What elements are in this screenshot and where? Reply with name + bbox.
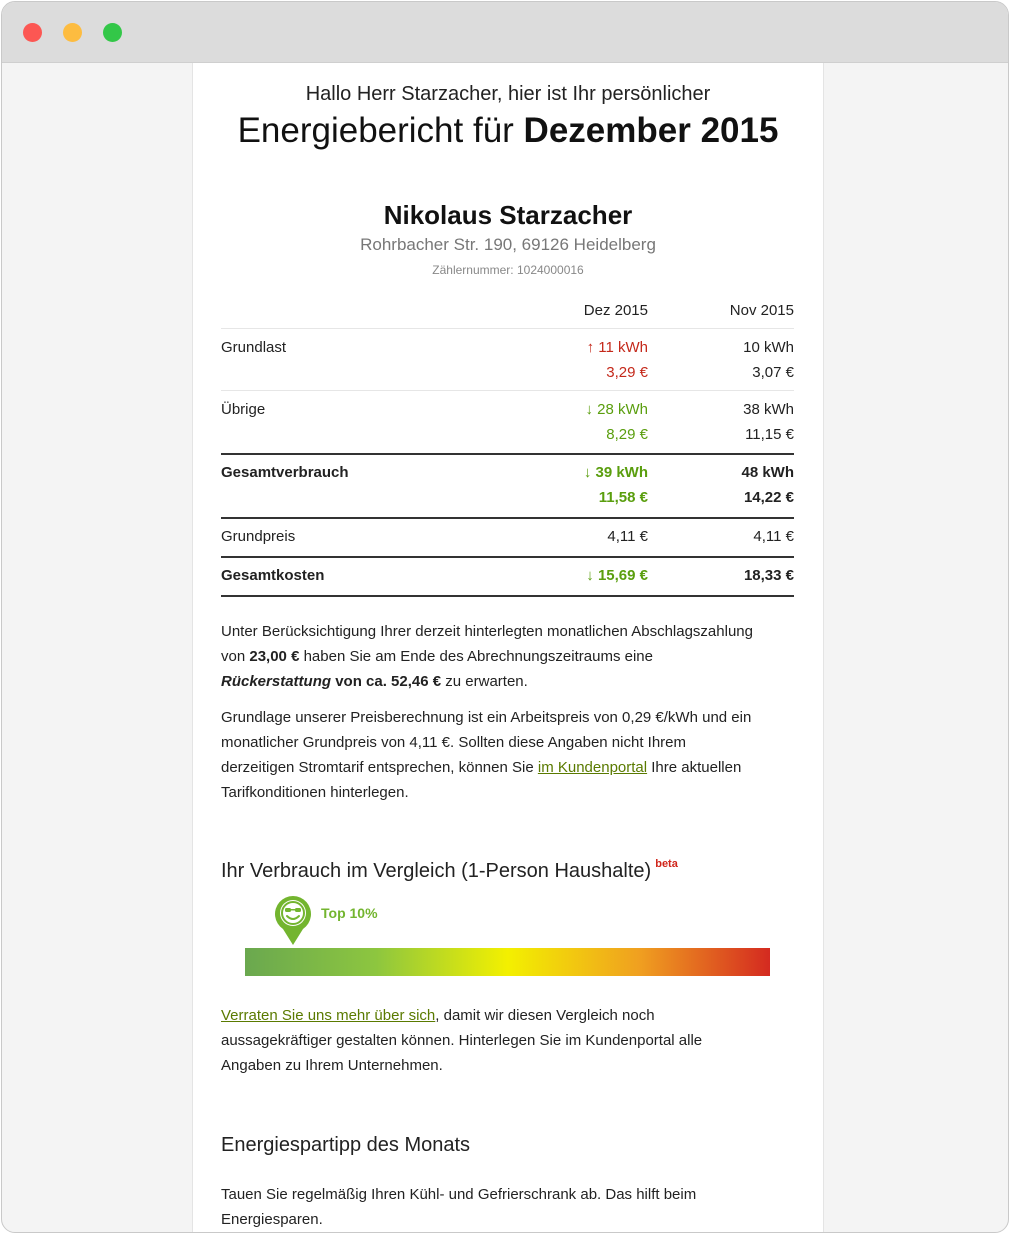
payment-amount: 23,00 € xyxy=(249,648,300,665)
close-window-button[interactable] xyxy=(23,23,42,42)
comparison-scale-bar xyxy=(245,948,770,976)
column-header-previous: Nov 2015 xyxy=(729,302,794,319)
maximize-window-button[interactable] xyxy=(103,23,122,42)
row-label: Grundlast xyxy=(221,339,287,356)
current-kwh: ↓ 28 kWh xyxy=(585,401,648,418)
tip-paragraph: Tauen Sie regelmäßig Ihren Kühl- und Gef… xyxy=(221,1182,794,1232)
email-content: Hallo Herr Starzacher, hier ist Ihr pers… xyxy=(192,63,824,1232)
refund-term: Rückerstattung xyxy=(221,673,332,690)
tip-line-2: Energiesparen. xyxy=(221,1211,323,1228)
row-label: Grundpreis xyxy=(221,528,296,545)
pricing-line-3-post: Ihre aktuellen xyxy=(647,759,742,776)
refund-line-2-pre: von xyxy=(221,648,250,665)
row-label: Übrige xyxy=(221,401,266,418)
consumption-table: Dez 2015 Nov 2015 Grundlast ↑ 11 kWh 3,2… xyxy=(221,295,794,597)
current-eur: 8,29 € xyxy=(606,426,648,443)
pricing-line-2: monatlicher Grundpreis von 4,11 €. Sollt… xyxy=(221,734,686,751)
customer-name: Nikolaus Starzacher xyxy=(383,200,633,230)
pricing-line-3-pre: derzeitigen Stromtarif entsprechen, könn… xyxy=(221,759,538,776)
current-kwh: ↑ 11 kWh xyxy=(586,339,648,356)
column-header-current: Dez 2015 xyxy=(583,302,648,319)
tip-heading: Energiespartipp des Monats xyxy=(221,1134,471,1156)
row-label: Gesamtverbrauch xyxy=(221,464,349,481)
pricing-line-3: derzeitigen Stromtarif entsprechen, könn… xyxy=(221,755,794,780)
refund-amount: von ca. 52,46 € xyxy=(331,673,442,690)
comparison-heading: Ihr Verbrauch im Vergleich (1-Person Hau… xyxy=(221,858,794,883)
refund-line-1: Unter Berücksichtigung Ihrer derzeit hin… xyxy=(221,623,753,640)
previous-kwh: 38 kWh xyxy=(743,401,794,418)
comparison-line-3: Angaben zu Ihrem Unternehmen. xyxy=(221,1057,443,1074)
refund-line-2-post: haben Sie am Ende des Abrechnungszeitrau… xyxy=(299,648,653,665)
refund-paragraph: Unter Berücksichtigung Ihrer derzeit hin… xyxy=(221,619,794,694)
current-eur: 3,29 € xyxy=(606,364,648,381)
window-titlebar xyxy=(2,2,1008,63)
tell-us-more-link[interactable]: Verraten Sie uns mehr über sich xyxy=(221,1007,436,1024)
comparison-heading-text: Ihr Verbrauch im Vergleich (1-Person Hau… xyxy=(221,860,652,882)
previous-eur: 3,07 € xyxy=(752,364,794,381)
comparison-line-1-post: , damit wir diesen Vergleich noch xyxy=(435,1007,655,1024)
current-value: ↓ 15,69 € xyxy=(586,567,648,584)
table-row-uebrige: Übrige ↓ 28 kWh 8,29 € 38 kWh 11,15 € xyxy=(221,390,794,453)
previous-value: 4,11 € xyxy=(753,528,794,545)
previous-kwh: 48 kWh xyxy=(741,464,794,481)
pricing-line-1: Grundlage unserer Preisberechnung ist ei… xyxy=(221,709,752,726)
minimize-window-button[interactable] xyxy=(63,23,82,42)
meter-number: Zählernummer: 1024000016 xyxy=(432,263,584,277)
table-row-grundlast: Grundlast ↑ 11 kWh 3,29 € 10 kWh 3,07 € xyxy=(221,328,794,390)
table-row-gesamtkosten: Gesamtkosten ↓ 15,69 € 18,33 € xyxy=(221,556,794,597)
comparison-paragraph: Verraten Sie uns mehr über sich, damit w… xyxy=(221,1003,794,1078)
report-title-period: Dezember 2015 xyxy=(523,111,779,150)
refund-line-3: Rückerstattung von ca. 52,46 € zu erwart… xyxy=(221,669,794,694)
current-value: 4,11 € xyxy=(607,528,648,545)
current-kwh: ↓ 39 kWh xyxy=(583,464,648,481)
pricing-paragraph: Grundlage unserer Preisberechnung ist ei… xyxy=(221,705,794,805)
table-row-grundpreis: Grundpreis 4,11 € 4,11 € xyxy=(221,517,794,556)
report-title: Energiebericht für Dezember 2015 xyxy=(193,111,823,151)
report-title-prefix: Energiebericht für xyxy=(237,111,524,150)
customer-address: Rohrbacher Str. 190, 69126 Heidelberg xyxy=(360,235,656,254)
pricing-line-4: Tarifkonditionen hinterlegen. xyxy=(221,784,409,801)
customer-portal-link[interactable]: im Kundenportal xyxy=(537,759,648,776)
table-header-row: Dez 2015 Nov 2015 xyxy=(221,295,794,328)
table-row-gesamtverbrauch: Gesamtverbrauch ↓ 39 kWh 11,58 € 48 kWh … xyxy=(221,453,794,517)
smiley-pin-icon xyxy=(275,896,311,945)
refund-line-2: von 23,00 € haben Sie am Ende des Abrech… xyxy=(221,644,794,669)
comparison-line-2: aussagekräftiger gestalten können. Hinte… xyxy=(221,1032,703,1049)
rank-label: Top 10% xyxy=(321,905,378,921)
current-eur: 11,58 € xyxy=(598,489,648,506)
previous-eur: 11,15 € xyxy=(745,426,794,443)
tip-line-1: Tauen Sie regelmäßig Ihren Kühl- und Gef… xyxy=(221,1186,697,1203)
previous-value: 18,33 € xyxy=(743,567,794,584)
greeting-text: Hallo Herr Starzacher, hier ist Ihr pers… xyxy=(305,83,711,105)
previous-eur: 14,22 € xyxy=(743,489,794,506)
comparison-line-1: Verraten Sie uns mehr über sich, damit w… xyxy=(221,1003,794,1028)
refund-line-3-post: zu erwarten. xyxy=(441,673,528,690)
previous-kwh: 10 kWh xyxy=(743,339,794,356)
beta-badge: beta xyxy=(655,858,678,870)
row-label: Gesamtkosten xyxy=(221,567,325,584)
